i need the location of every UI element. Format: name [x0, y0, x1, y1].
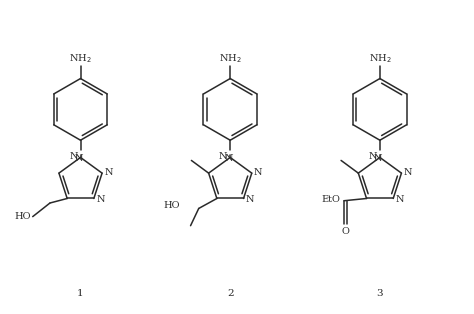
Text: N: N [74, 154, 83, 163]
Text: N: N [104, 168, 113, 177]
Text: N: N [395, 195, 404, 204]
Text: N: N [374, 154, 383, 163]
Text: O: O [342, 227, 349, 236]
Text: NH$_2$: NH$_2$ [369, 52, 391, 65]
Text: N: N [404, 168, 412, 177]
Text: NH$_2$: NH$_2$ [69, 52, 92, 65]
Text: N: N [369, 152, 377, 161]
Text: N: N [69, 152, 78, 161]
Text: N: N [96, 195, 105, 204]
Text: HO: HO [14, 212, 31, 221]
Text: N: N [224, 154, 233, 163]
Text: 3: 3 [376, 290, 383, 299]
Text: 2: 2 [227, 290, 234, 299]
Text: NH$_2$: NH$_2$ [219, 52, 242, 65]
Text: EtO: EtO [321, 195, 340, 204]
Text: N: N [246, 195, 254, 204]
Text: N: N [254, 168, 263, 177]
Text: N: N [219, 152, 228, 161]
Text: 1: 1 [77, 290, 84, 299]
Text: HO: HO [163, 201, 180, 210]
